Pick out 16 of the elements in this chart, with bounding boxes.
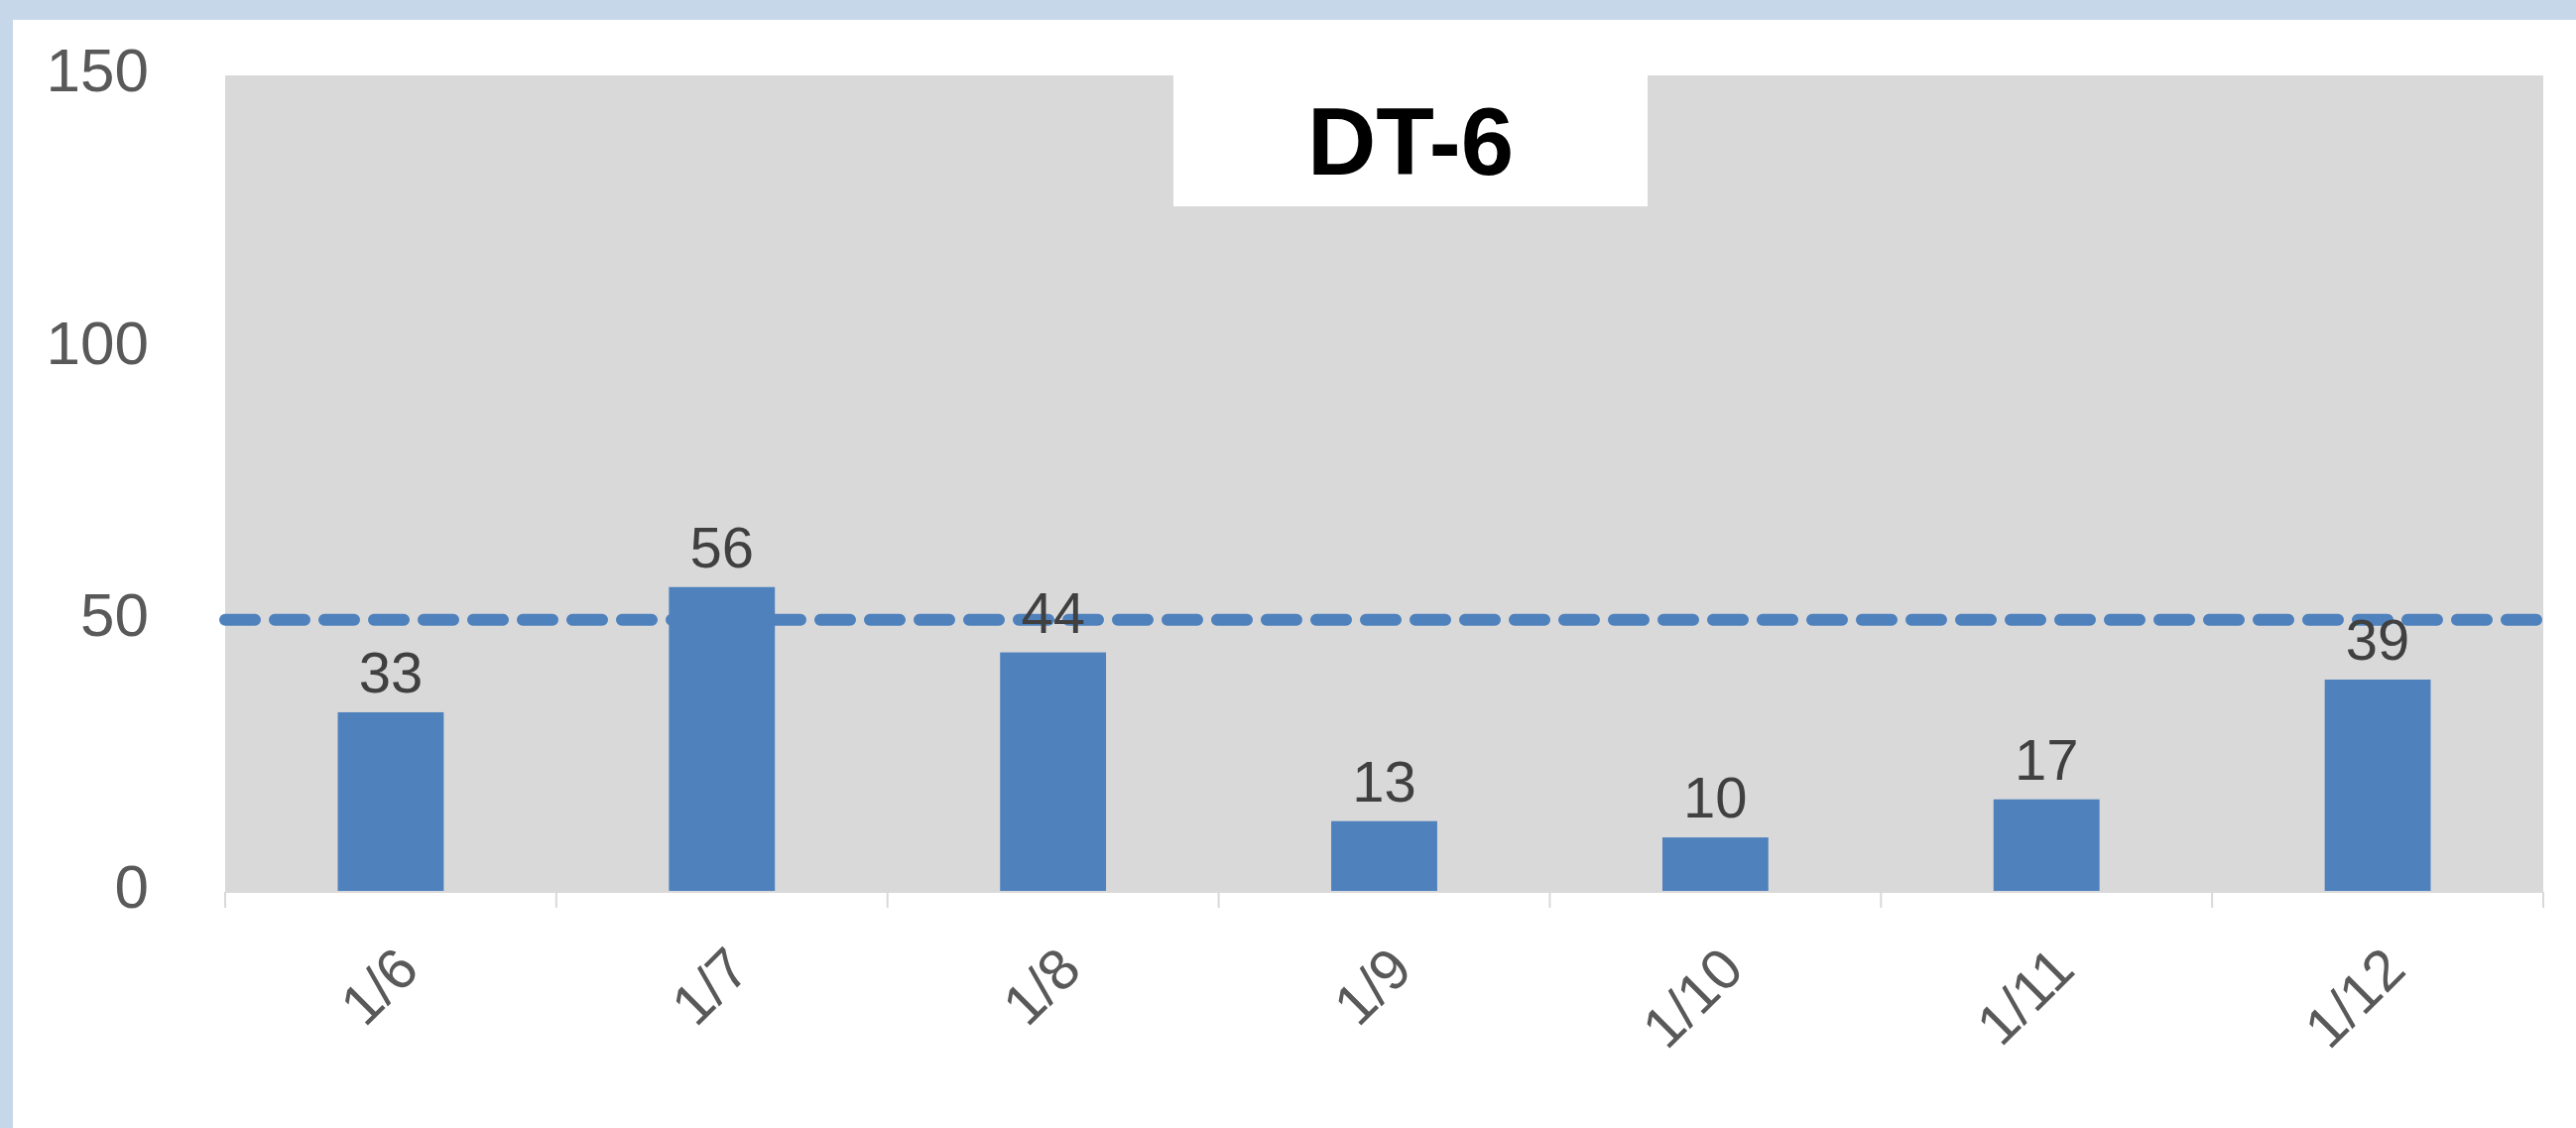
x-tick-label: 1/6 [327, 935, 430, 1038]
x-tick-label: 1/7 [659, 935, 762, 1038]
y-tick-label: 150 [46, 36, 149, 105]
chart-title: DT-6 [1306, 87, 1515, 194]
y-tick-label: 100 [46, 308, 149, 377]
data-label: 39 [2345, 607, 2410, 673]
data-label: 10 [1683, 765, 1748, 830]
x-tick-label: 1/9 [1320, 935, 1423, 1038]
data-label: 13 [1352, 748, 1416, 814]
y-tick-label: 50 [80, 580, 149, 650]
data-label: 17 [2014, 726, 2079, 792]
data-label: 33 [358, 639, 424, 704]
data-label: 56 [689, 514, 755, 579]
x-tick-label: 1/11 [1963, 935, 2086, 1058]
y-tick-label: 0 [114, 852, 149, 922]
x-tick-label: 1/8 [989, 935, 1092, 1038]
